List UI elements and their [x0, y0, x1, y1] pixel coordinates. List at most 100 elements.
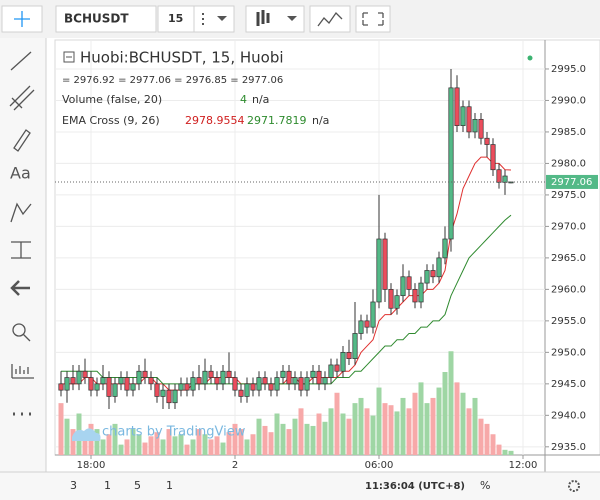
volume-bar: [394, 411, 400, 455]
candle-body: [478, 118, 484, 139]
volume-bar: [64, 418, 70, 455]
volume-bar: [484, 423, 490, 455]
volume-bar: [334, 392, 340, 455]
candle-body: [214, 377, 220, 385]
back-tool[interactable]: [10, 280, 30, 296]
fullscreen-button[interactable]: [355, 5, 391, 33]
indicators-button[interactable]: [309, 5, 351, 33]
legend-ohlc: = 2976.92 = 2977.06 = 2976.85 = 2977.06: [62, 75, 283, 86]
y-tick-label: 2995.0: [551, 64, 586, 75]
candle-body: [448, 87, 454, 240]
candle-body: [472, 118, 478, 133]
volume-bar: [268, 432, 274, 455]
volume-bar: [130, 429, 136, 455]
volume-bar: [124, 439, 130, 455]
candle-body: [142, 370, 148, 378]
candle-body: [82, 370, 88, 378]
chart-pane: [54, 39, 600, 456]
candle-body: [196, 377, 202, 385]
candle-body: [178, 383, 184, 391]
candle-body: [298, 377, 304, 391]
volume-legend: Volume (false, 20): [62, 93, 162, 106]
volume-bar: [424, 403, 430, 455]
candle-body: [340, 352, 346, 372]
fullscreen-icon: [362, 12, 384, 26]
symbol: BCHUSDT: [64, 12, 129, 26]
candle-body: [430, 270, 436, 278]
candle-body: [94, 383, 100, 391]
candle-body: [334, 364, 340, 372]
candle-body: [328, 364, 334, 378]
trendline-tool[interactable]: [10, 51, 32, 71]
volume-bar: [436, 387, 442, 455]
candle-body: [202, 370, 208, 385]
volume-bar: [376, 387, 382, 455]
legend-title: Huobi:BCHUSDT, 15, Huobi: [80, 49, 284, 67]
range-button[interactable]: 3: [70, 479, 77, 492]
volume-bar: [328, 408, 334, 455]
measure-tool[interactable]: [11, 241, 31, 259]
collapse-button[interactable]: [63, 51, 75, 63]
volume-bar: [412, 392, 418, 455]
interval-menu[interactable]: [193, 5, 235, 33]
volume-bar: [370, 415, 376, 455]
text-tool[interactable]: Aa: [10, 164, 31, 183]
candle-body: [466, 106, 472, 133]
volume-bar: [466, 408, 472, 455]
ruler-tool[interactable]: [11, 364, 34, 379]
candle-body: [100, 377, 106, 385]
candle-body: [238, 389, 244, 397]
volume-bar: [400, 397, 406, 455]
range-button[interactable]: 5: [134, 479, 141, 492]
brush-tool[interactable]: [13, 129, 31, 152]
range-button[interactable]: 1: [104, 479, 111, 492]
candle-body: [316, 370, 322, 385]
candle-body: [406, 276, 412, 290]
chart-style-button[interactable]: [245, 5, 305, 33]
volume-bar: [118, 444, 124, 455]
pattern-tool[interactable]: [10, 202, 32, 223]
volume-bar: [286, 429, 292, 455]
volume-bar: [382, 403, 388, 455]
candle-body: [370, 301, 376, 328]
candle-body: [136, 370, 142, 385]
candles-icon: [256, 10, 270, 26]
volume-bar: [358, 397, 364, 455]
ema26-last: 2971.7819: [247, 114, 307, 127]
x-tick-label: 2: [232, 460, 238, 471]
range-button[interactable]: 1: [166, 479, 173, 492]
volume-bar: [58, 403, 64, 455]
watermark-logo: [72, 428, 101, 441]
candle-body: [232, 377, 238, 391]
volume-bar: [202, 434, 208, 455]
volume-bar: [460, 392, 466, 455]
candle-body: [412, 289, 418, 303]
symbol-input[interactable]: [55, 5, 157, 33]
volume-bar: [256, 418, 262, 455]
volume-bar: [496, 444, 502, 455]
y-tick-label: 2965.0: [551, 253, 586, 264]
candle-body: [376, 238, 382, 303]
candle-body: [274, 377, 280, 391]
zoom-tool[interactable]: [12, 323, 26, 337]
interval-button[interactable]: [157, 5, 195, 33]
candle-body: [190, 377, 196, 391]
volume-bar: [184, 444, 190, 455]
candle-body: [484, 137, 490, 145]
ema9-last: 2978.9554: [185, 114, 245, 127]
candle-body: [208, 370, 214, 378]
candle-body: [418, 282, 424, 303]
y-tick-label: 2960.0: [551, 284, 586, 295]
candle-body: [220, 370, 226, 385]
dropdown-arrow: [287, 16, 297, 21]
volume-bar: [364, 408, 370, 455]
candle-body: [388, 289, 394, 309]
volume-bar: [388, 405, 394, 455]
x-tick-label: 12:00: [509, 460, 538, 471]
pitchfork-tool[interactable]: [9, 85, 35, 111]
settings-button[interactable]: [568, 480, 580, 492]
candle-body: [76, 370, 82, 385]
percent-button[interactable]: %: [480, 479, 490, 492]
left-toolbar: [0, 38, 46, 472]
candle-body: [436, 257, 442, 278]
